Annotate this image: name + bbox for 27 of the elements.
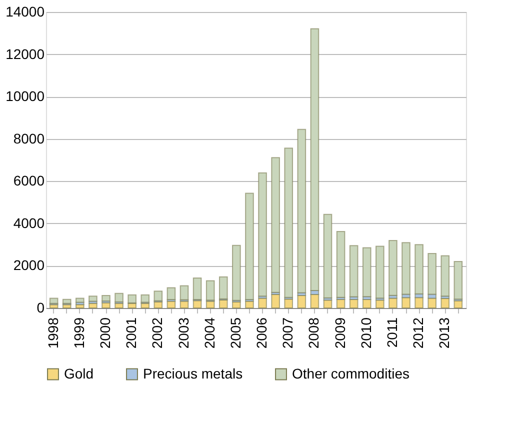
y-tick-label: 10000 bbox=[6, 88, 45, 104]
y-tick-label: 0 bbox=[36, 300, 45, 316]
y-tick-label: 2000 bbox=[13, 257, 45, 274]
x-tick-label: 2011 bbox=[384, 317, 400, 348]
legend-label: Precious metals bbox=[143, 365, 243, 382]
x-tick-label: 2007 bbox=[280, 317, 296, 349]
y-tick-label: 6000 bbox=[13, 172, 45, 189]
legend-label: Gold bbox=[64, 365, 94, 382]
x-tick-label: 2006 bbox=[254, 317, 270, 349]
x-tick-label: 2008 bbox=[306, 317, 322, 349]
x-tick-label: 2000 bbox=[97, 317, 113, 349]
x-tick-label: 2004 bbox=[201, 317, 218, 349]
x-tick-label: 1999 bbox=[70, 317, 87, 349]
x-tick-label: 1998 bbox=[44, 317, 61, 349]
y-tick-label: 12000 bbox=[6, 46, 45, 62]
y-tick-label: 8000 bbox=[13, 130, 45, 146]
x-tick-label: 2003 bbox=[175, 317, 192, 349]
x-tick-label: 2001 bbox=[123, 317, 140, 349]
x-tick-label: 2013 bbox=[436, 317, 452, 349]
y-tick-label: 4000 bbox=[13, 214, 45, 231]
x-tick-label: 2012 bbox=[410, 317, 426, 349]
x-tick-label: 2005 bbox=[227, 317, 244, 349]
y-tick-label: 14000 bbox=[6, 4, 45, 20]
legend-label: Other commodities bbox=[292, 365, 410, 382]
x-tick-label: 2002 bbox=[149, 317, 166, 349]
x-tick-label: 2009 bbox=[332, 317, 348, 349]
x-tick-label: 2010 bbox=[358, 317, 374, 349]
